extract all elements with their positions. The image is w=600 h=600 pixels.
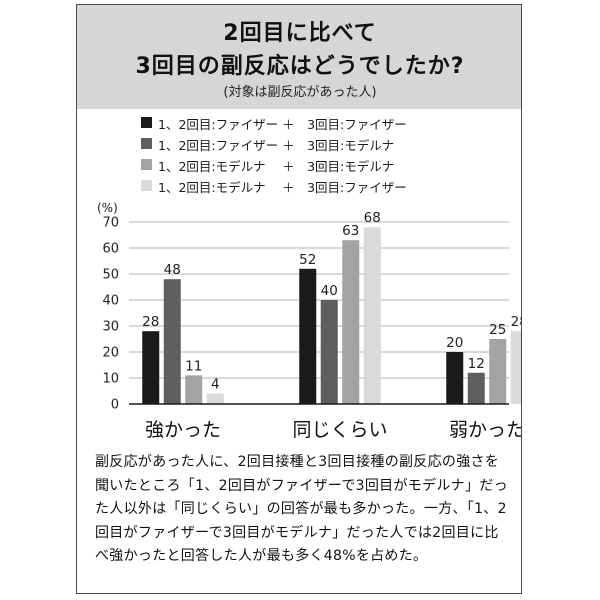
- title-line-2: 3回目の副反応はどうでしたか?: [135, 54, 465, 79]
- x-category-label: 同じくらい: [292, 419, 387, 441]
- legend-swatch: [141, 159, 152, 170]
- legend-label: 1、2回目:モデルナ ＋ 3回目:ファイザー: [158, 180, 407, 195]
- legend-swatch: [141, 138, 152, 149]
- infographic-card: 2回目に比べて 3回目の副反応はどうでしたか? (対象は副反応があった人) 1、…: [76, 4, 522, 594]
- bar: [342, 240, 360, 404]
- bar: [142, 331, 160, 404]
- bar-value-label: 20: [446, 335, 463, 351]
- legend-swatch: [141, 117, 152, 128]
- subtitle: (対象は副反応があった人): [223, 85, 377, 100]
- bar-chart: (%) 0 10 20 30 40 50 60 70 28 48 11 4 強かった 52 40 63 68 同じく…: [97, 201, 522, 441]
- y-tick-label: 20: [102, 346, 119, 361]
- y-tick-label: 70: [102, 216, 119, 231]
- legend-item: 1、2回目:ファイザー ＋ 3回目:ファイザー: [141, 113, 501, 134]
- legend-label: 1、2回目:モデルナ ＋ 3回目:モデルナ: [158, 159, 395, 174]
- caption-text: 副反応があった人に、2回目接種と3回目接種の副反応の強さを聞いたところ「1、2回…: [95, 454, 508, 564]
- bar-value-label: 68: [364, 210, 381, 226]
- bar: [299, 268, 317, 404]
- bar-value-label: 40: [321, 283, 338, 299]
- bar: [185, 375, 203, 404]
- bar-value-label: 28: [142, 314, 159, 330]
- title-line-1: 2回目に比べて: [223, 21, 377, 46]
- bar-value-label: 4: [211, 377, 220, 393]
- bar: [163, 279, 181, 404]
- bar-value-label: 63: [342, 223, 359, 239]
- bar: [320, 300, 338, 404]
- y-tick-label: 0: [111, 398, 119, 413]
- y-tick-label: 10: [102, 372, 119, 387]
- x-category-label: 弱かった: [449, 419, 522, 441]
- bar: [467, 372, 485, 404]
- legend-item: 1、2回目:モデルナ ＋ 3回目:ファイザー: [141, 176, 501, 197]
- legend-label: 1、2回目:ファイザー ＋ 3回目:ファイザー: [158, 117, 407, 132]
- y-unit-label: (%): [97, 201, 118, 215]
- bar: [489, 339, 507, 404]
- y-tick-label: 40: [102, 294, 119, 309]
- bar-value-label: 48: [164, 262, 181, 278]
- bar-value-label: 25: [489, 322, 506, 338]
- y-tick-label: 30: [102, 320, 119, 335]
- chart-legend: 1、2回目:ファイザー ＋ 3回目:ファイザー 1、2回目:ファイザー ＋ 3回…: [141, 113, 501, 197]
- bar: [446, 352, 464, 404]
- legend-item: 1、2回目:モデルナ ＋ 3回目:モデルナ: [141, 155, 501, 176]
- legend-swatch: [141, 180, 152, 191]
- legend-label: 1、2回目:ファイザー ＋ 3回目:モデルナ: [158, 138, 395, 153]
- x-category-label: 強かった: [145, 419, 221, 441]
- bar: [363, 227, 381, 404]
- bar-value-label: 28: [511, 314, 522, 330]
- bar-value-label: 12: [468, 356, 485, 372]
- y-tick-label: 60: [102, 242, 119, 257]
- bar: [206, 393, 224, 404]
- bar: [510, 331, 521, 404]
- bar-value-label: 11: [185, 358, 202, 374]
- y-tick-label: 50: [102, 268, 119, 283]
- title-header: 2回目に比べて 3回目の副反応はどうでしたか? (対象は副反応があった人): [77, 5, 521, 109]
- legend-item: 1、2回目:ファイザー ＋ 3回目:モデルナ: [141, 134, 501, 155]
- bar-value-label: 52: [299, 252, 316, 268]
